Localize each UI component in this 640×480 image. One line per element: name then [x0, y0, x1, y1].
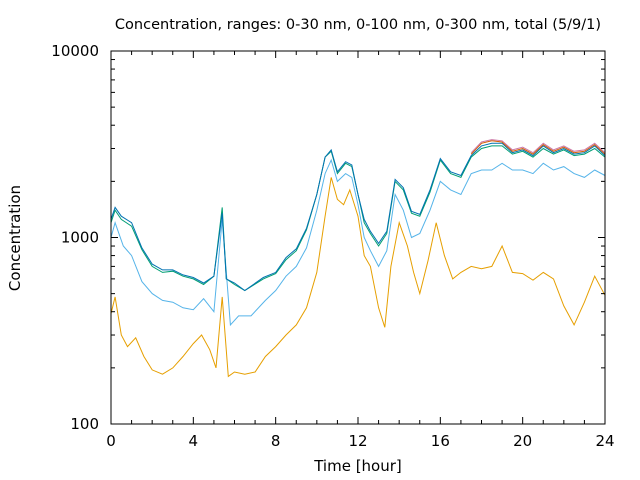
series-layer [110, 139, 606, 378]
x-tick-label: 0 [106, 432, 116, 450]
x-tick-label: 24 [595, 432, 614, 450]
x-tick-label: 16 [431, 432, 450, 450]
axes-layer: 0 4 8 12 16 20 24 100 1000 10000 [51, 42, 614, 450]
x-tick-label: 20 [513, 432, 532, 450]
series-line-5 [470, 140, 606, 155]
y-tick-label: 10000 [51, 42, 99, 60]
x-axis-label: Time [hour] [313, 457, 402, 475]
y-tick-label: 100 [70, 415, 99, 433]
series-line-2 [110, 158, 606, 327]
plot-frame [110, 50, 606, 425]
x-tick-label: 4 [189, 432, 199, 450]
y-tick-label: 1000 [61, 229, 99, 247]
x-tick-label: 8 [271, 432, 281, 450]
series-line-6 [470, 139, 606, 154]
series-line-1 [110, 177, 606, 378]
y-axis-label: Concentration [6, 185, 24, 291]
chart-title: Concentration, ranges: 0-30 nm, 0-100 nm… [115, 17, 601, 33]
x-tick-label: 12 [348, 432, 367, 450]
series-line-4 [110, 142, 606, 292]
